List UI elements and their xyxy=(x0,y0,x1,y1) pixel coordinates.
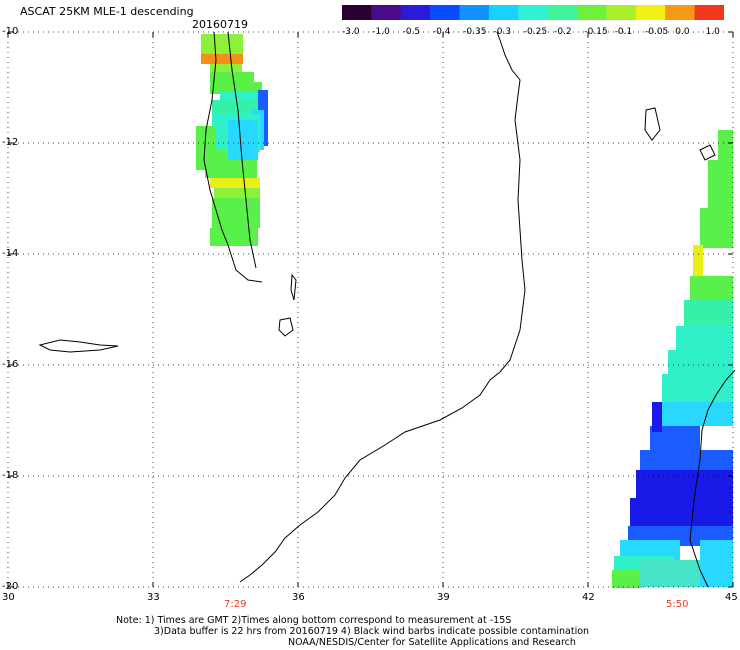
coast-segment xyxy=(227,31,257,269)
colorbar-segment xyxy=(547,5,578,20)
latitude-label: -20 xyxy=(2,581,19,592)
wind-cell xyxy=(640,450,733,470)
wind-cell xyxy=(210,64,242,72)
wind-cell xyxy=(712,110,734,122)
coast-segment xyxy=(203,31,263,283)
colorbar-tick-label: -0.5 xyxy=(402,27,421,37)
colorbar-segment xyxy=(488,5,519,20)
latitude-label: -10 xyxy=(2,26,19,37)
colorbar-segment xyxy=(342,5,372,20)
colorbar-tick-label: -3.0 xyxy=(342,27,360,37)
wind-cell xyxy=(210,228,258,246)
wind-cell xyxy=(214,188,260,198)
wind-cell xyxy=(676,326,733,350)
colorbar-tick-label: -0.35 xyxy=(463,27,487,37)
coast-segment xyxy=(38,339,119,353)
colorbar-tick-label: -0.3 xyxy=(493,27,512,37)
coast-segment xyxy=(699,144,716,161)
longitude-label: 33 xyxy=(147,592,160,603)
wind-cell xyxy=(700,208,733,248)
colorbar-segment xyxy=(635,5,666,20)
colorbar-tick-label: -0.1 xyxy=(614,27,633,37)
colorbar-segment xyxy=(665,5,696,20)
coast-segment xyxy=(290,273,297,301)
colorbar-labels: -3.0 -1.0 -0.5 -0.4 -0.35 -0.3 -0.25 -0.2 -0.15-… xyxy=(330,27,740,39)
colorbar-segment xyxy=(400,5,431,20)
wind-cell xyxy=(210,72,254,82)
colorbar-tick-label: -1.0 xyxy=(372,27,390,37)
pass-time-left: 7:29 xyxy=(224,599,247,610)
wind-cell xyxy=(630,498,733,526)
wind-cell xyxy=(652,402,662,432)
wind-cell xyxy=(210,82,262,94)
latitude-label: -16 xyxy=(2,359,19,370)
wind-cell xyxy=(210,178,260,188)
map-date: 20160719 xyxy=(192,18,248,31)
coast-segment xyxy=(689,369,736,588)
wind-cell xyxy=(668,350,733,374)
colorbar-tick-label: -0.15 xyxy=(584,27,608,37)
wind-cell xyxy=(612,570,642,588)
coast-segment xyxy=(644,107,661,141)
map-title: ASCAT 25KM MLE-1 descending xyxy=(20,5,194,18)
wind-cell xyxy=(656,402,733,426)
colorbar-segment xyxy=(371,5,402,20)
colorbar-tick-label: 1.0 xyxy=(705,27,720,37)
wind-cell xyxy=(700,540,733,587)
colorbar-segment xyxy=(518,5,549,20)
colorbar-tick-label: -0.05 xyxy=(645,27,669,37)
longitude-label: 45 xyxy=(725,592,738,603)
footnotes: Note: 1) Times are GMT 2)Times along bot… xyxy=(116,615,589,648)
latitude-label: -18 xyxy=(2,470,19,481)
colorbar-tick-label: 0.0 xyxy=(675,27,690,37)
wind-cell xyxy=(201,54,243,64)
wind-cell xyxy=(220,92,262,102)
wind-cell xyxy=(662,374,733,402)
coast-segment xyxy=(239,31,526,583)
colorbar-segment xyxy=(577,5,608,20)
longitude-label: 42 xyxy=(582,592,595,603)
colorbar-segment xyxy=(430,5,461,20)
longitude-label: 36 xyxy=(292,592,305,603)
latitude-label: -14 xyxy=(2,248,19,259)
data-swaths xyxy=(196,34,734,588)
wind-cell xyxy=(201,34,243,54)
note-line-2: 3)Data buffer is 22 hrs from 20160719 4)… xyxy=(154,626,590,637)
colorbar xyxy=(342,5,724,20)
wind-cell xyxy=(708,160,733,210)
colorbar-segment xyxy=(694,5,724,20)
wind-cell xyxy=(684,300,733,330)
wind-cell xyxy=(693,245,703,277)
longitude-label: 39 xyxy=(437,592,450,603)
coastline xyxy=(38,31,736,588)
longitude-label: 30 xyxy=(2,592,15,603)
wind-cell xyxy=(212,198,260,228)
latitude-label: -12 xyxy=(2,137,19,148)
note-line-3: NOAA/NESDIS/Center for Satellite Applica… xyxy=(288,637,576,648)
wind-cell xyxy=(228,120,258,160)
pass-time-right: 5:50 xyxy=(666,599,689,610)
coast-segment xyxy=(278,317,294,337)
colorbar-segment xyxy=(459,5,490,20)
colorbar-segment xyxy=(606,5,637,20)
wind-cell xyxy=(636,470,733,498)
note-line-1: Note: 1) Times are GMT 2)Times along bot… xyxy=(116,615,512,626)
wind-cell xyxy=(620,540,680,560)
colorbar-tick-label: -0.4 xyxy=(432,27,451,37)
colorbar-tick-label: -0.25 xyxy=(523,27,548,37)
lat-lon-grid xyxy=(7,31,734,588)
colorbar-tick-label: -0.2 xyxy=(554,27,572,37)
wind-cell xyxy=(718,130,733,160)
